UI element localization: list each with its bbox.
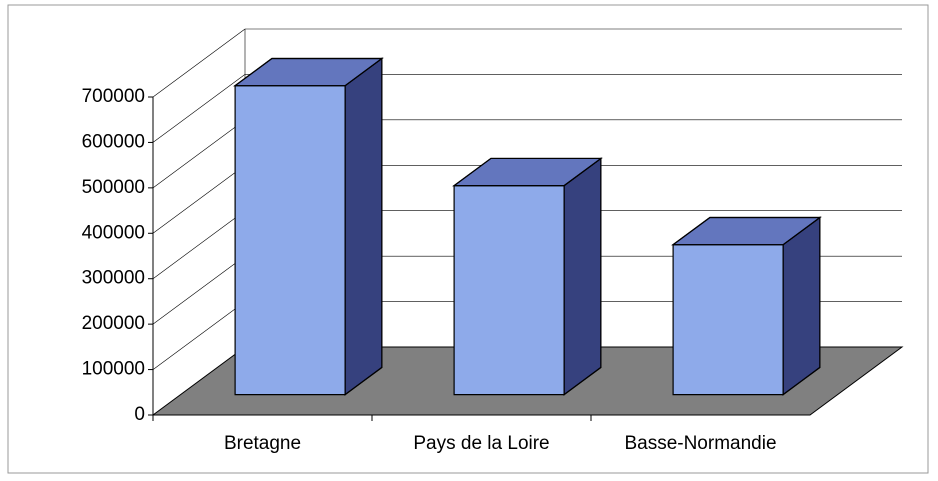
grid-line [152,28,246,98]
grid-line [152,119,246,189]
y-tick-label: 600000 [82,131,145,152]
bar-front [672,244,784,396]
bar [233,57,384,396]
bar-top-shade [233,57,384,87]
y-tick-label: 200000 [82,313,145,334]
x-tick-label: Bretagne [224,433,301,454]
bar-front [453,185,565,396]
bar-side-shade [782,216,821,396]
grid-line [152,301,246,370]
bar-side-shade [563,157,602,396]
y-tick-label: 500000 [82,177,145,198]
grid-line [152,165,246,234]
grid-line [152,255,246,325]
y-tick-label: 0 [134,404,145,425]
bar-top-shade [671,216,822,246]
grid-line [152,74,246,143]
y-tick-label: 700000 [82,86,145,107]
bar [452,157,603,396]
y-tick-label: 400000 [82,222,145,243]
bar-top-shade [452,157,603,187]
bar-side-shade [344,57,383,396]
grid-line [152,210,246,279]
y-tick-label: 300000 [82,268,145,289]
bar [671,216,822,396]
y-tick-label: 100000 [82,359,145,380]
bar-front [234,85,346,396]
x-tick-label: Pays de la Loire [413,433,549,454]
x-tick-label: Basse-Normandie [624,433,776,454]
